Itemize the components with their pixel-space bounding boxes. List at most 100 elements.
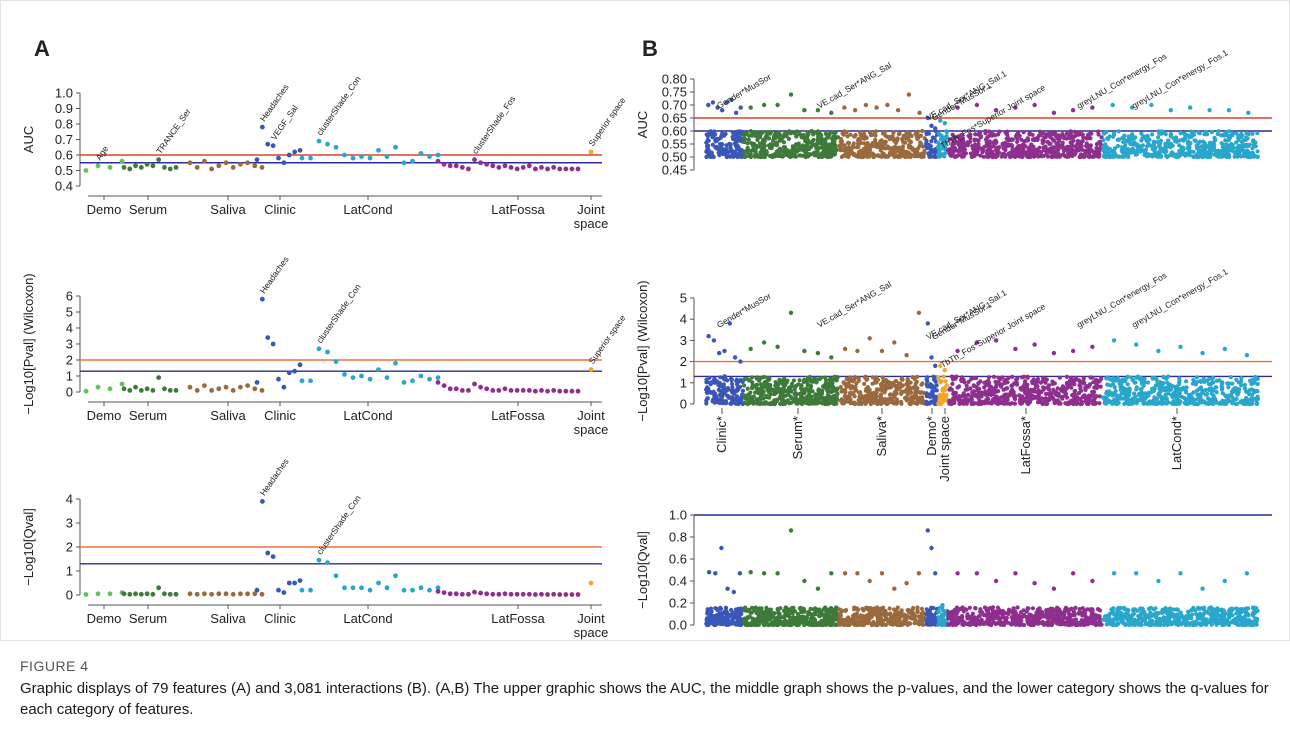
data-point (1026, 147, 1031, 152)
data-point (230, 165, 236, 170)
data-point (985, 148, 991, 153)
data-point (1037, 145, 1042, 150)
data-point (937, 143, 942, 148)
data-point (838, 145, 843, 151)
data-point (749, 605, 755, 610)
data-point (846, 154, 851, 159)
data-point (729, 154, 734, 159)
data-point (1244, 353, 1250, 358)
data-point (484, 161, 490, 167)
data-point (1209, 391, 1214, 396)
data-point (144, 161, 150, 167)
data-point (957, 401, 962, 406)
data-point (238, 591, 243, 597)
data-point (194, 165, 200, 170)
data-point (1105, 390, 1110, 395)
data-point (823, 381, 828, 386)
data-point (897, 146, 902, 151)
data-point (943, 379, 948, 384)
data-point (1222, 346, 1228, 352)
data-point (230, 591, 236, 597)
data-point (885, 102, 890, 108)
data-point (867, 336, 872, 341)
data-point (808, 611, 813, 617)
data-point (1060, 389, 1065, 394)
x-tick-label: Serum (129, 611, 167, 626)
data-point (779, 138, 784, 143)
y-tick-label: 0.9 (55, 101, 73, 116)
data-point (713, 613, 719, 618)
data-point (904, 353, 909, 358)
data-point (818, 375, 824, 380)
data-point (863, 102, 869, 108)
data-point (870, 151, 875, 156)
data-point (1226, 108, 1232, 113)
data-point (539, 165, 544, 170)
data-point (308, 378, 313, 384)
data-point (924, 394, 930, 399)
y-tick-label: 4 (66, 492, 73, 507)
data-point (1207, 140, 1212, 145)
data-point (746, 137, 751, 142)
data-point (83, 592, 89, 597)
data-point (827, 377, 833, 382)
data-point (960, 147, 965, 152)
data-point (1108, 391, 1113, 396)
data-point (1134, 401, 1139, 406)
data-point (951, 374, 956, 380)
data-point (995, 382, 1000, 387)
data-point (829, 614, 834, 620)
data-point (1168, 152, 1173, 157)
data-point (1064, 374, 1069, 379)
data-point (466, 388, 471, 393)
data-point (299, 378, 305, 384)
data-point (995, 147, 1001, 152)
data-point (1210, 376, 1215, 381)
data-point (1187, 153, 1192, 158)
data-point (782, 380, 788, 385)
point-annotation: clusterShade_Fos (470, 94, 517, 156)
data-point (393, 573, 398, 579)
data-point (802, 391, 807, 396)
data-point (890, 146, 895, 151)
data-point (728, 142, 733, 147)
data-point (878, 146, 883, 151)
data-point (1080, 394, 1085, 400)
data-point (350, 155, 356, 161)
x-tick-label: LatCond* (1169, 416, 1184, 470)
data-point (252, 163, 258, 169)
data-point (825, 393, 831, 398)
data-point (951, 397, 956, 402)
y-axis-label: −Log10[Qval] (21, 508, 36, 586)
data-point (819, 612, 824, 617)
data-point (826, 142, 831, 147)
data-point (245, 383, 251, 388)
data-point (133, 591, 138, 597)
data-point (1083, 150, 1088, 155)
data-point (1201, 144, 1206, 150)
data-point (985, 383, 990, 388)
data-point (532, 388, 538, 394)
data-point (891, 392, 897, 397)
data-point (819, 390, 824, 395)
data-point (887, 385, 893, 390)
data-point (1176, 401, 1181, 406)
data-point (1137, 391, 1142, 396)
data-point (472, 589, 477, 595)
data-point (1088, 375, 1093, 380)
data-point (1126, 154, 1131, 160)
y-tick-label: 4 (66, 321, 73, 336)
data-point (718, 135, 723, 140)
data-point (1250, 378, 1255, 383)
data-point (435, 158, 441, 164)
data-point (1247, 401, 1252, 406)
y-tick-label: 1 (680, 375, 687, 390)
data-point (223, 384, 229, 390)
data-point (1101, 131, 1106, 136)
data-point (1111, 338, 1117, 343)
data-point (1154, 396, 1159, 401)
data-point (1033, 382, 1038, 387)
data-point (924, 401, 929, 407)
data-point (1177, 380, 1182, 385)
